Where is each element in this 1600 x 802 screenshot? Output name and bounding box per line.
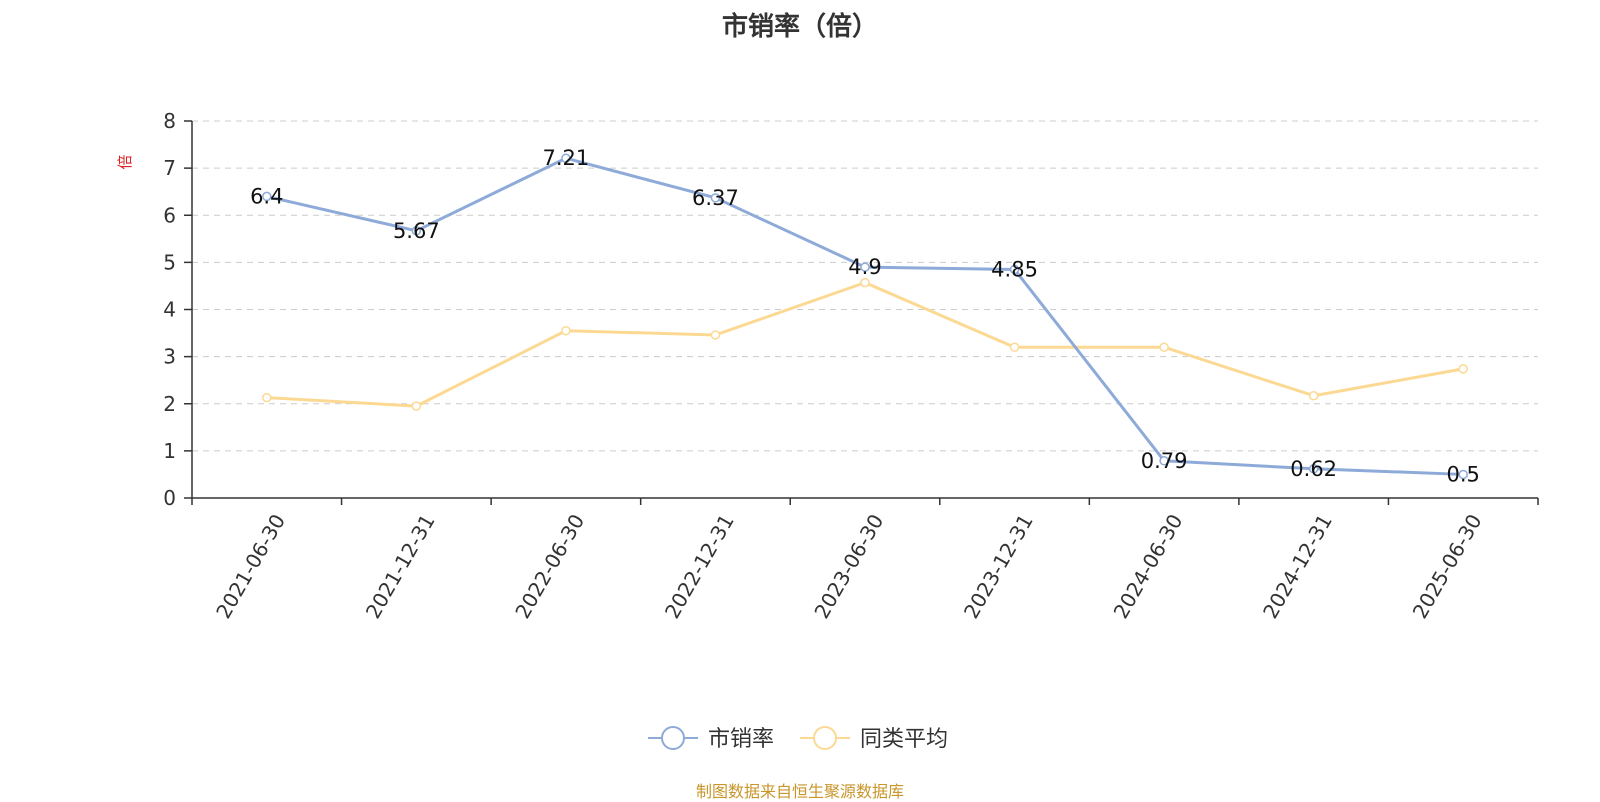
data-point	[411, 226, 422, 236]
data-point	[1308, 390, 1319, 401]
data-point	[561, 153, 571, 163]
data-point	[262, 392, 272, 403]
data-point	[1308, 464, 1319, 474]
data-label: 6.4	[250, 184, 283, 208]
series-line-1	[266, 281, 1464, 408]
data-label: 6.37	[692, 186, 739, 210]
data-label: 4.85	[991, 257, 1038, 281]
x-tick-label: 2025-06-30	[1408, 510, 1487, 623]
x-tick-label: 2023-12-31	[959, 510, 1038, 623]
data-label: 0.79	[1141, 449, 1188, 473]
data-point	[1159, 456, 1169, 466]
data-point	[1458, 469, 1468, 480]
data-point	[411, 401, 422, 411]
x-tick-label: 2024-06-30	[1109, 510, 1188, 623]
x-tick-label: 2021-12-31	[361, 510, 440, 623]
legend: 市销率 同类平均	[648, 726, 948, 752]
data-label: 7.21	[543, 146, 590, 170]
legend-label: 市销率	[708, 727, 774, 752]
x-tick-label: 2024-12-31	[1258, 510, 1337, 623]
series-lines	[262, 153, 1468, 480]
series-line-0	[266, 156, 1464, 476]
data-point	[561, 325, 571, 336]
y-tick-label: 7	[163, 156, 176, 180]
x-axis: 2021-06-30 2021-12-31 2022-06-30 2022-12-31…	[191, 497, 1539, 623]
y-tick-label: 8	[163, 109, 176, 133]
y-axis-unit-label: 倍	[116, 154, 134, 169]
data-label: 0.5	[1447, 462, 1480, 486]
data-point	[1159, 342, 1169, 352]
legend-marker	[813, 726, 837, 750]
data-point	[1009, 264, 1020, 275]
legend-label: 同类平均	[860, 727, 948, 752]
y-tick-label: 0	[163, 486, 176, 510]
data-point	[710, 193, 721, 203]
data-labels: 6.4 5.67 7.21 6.37 4.9 4.85 0.79 0.62 0.5	[250, 146, 1480, 486]
x-tick-label: 2021-06-30	[211, 510, 290, 623]
chart-title: 市销率（倍）	[721, 12, 878, 42]
y-tick-label: 4	[163, 298, 176, 322]
data-point	[1009, 342, 1020, 352]
data-point	[860, 262, 870, 272]
x-tick-label: 2022-06-30	[510, 510, 589, 623]
data-point	[262, 191, 272, 202]
data-label: 0.62	[1290, 457, 1337, 481]
data-point	[860, 277, 870, 288]
data-point	[1458, 364, 1468, 374]
data-label: 5.67	[393, 219, 440, 243]
y-axis: 0 1 2 3 4 5 6 7 8	[163, 109, 193, 510]
x-tick-label: 2023-06-30	[809, 510, 888, 623]
data-label: 4.9	[848, 255, 881, 279]
y-tick-label: 5	[163, 250, 176, 274]
y-tick-label: 1	[163, 439, 176, 463]
x-tick-label: 2022-12-31	[660, 510, 739, 623]
y-tick-label: 6	[163, 203, 176, 227]
legend-marker	[661, 726, 685, 750]
data-source-note: 制图数据来自恒生聚源数据库	[695, 782, 904, 801]
data-point	[710, 330, 721, 340]
y-tick-label: 2	[163, 392, 176, 416]
y-tick-label: 3	[163, 345, 176, 369]
